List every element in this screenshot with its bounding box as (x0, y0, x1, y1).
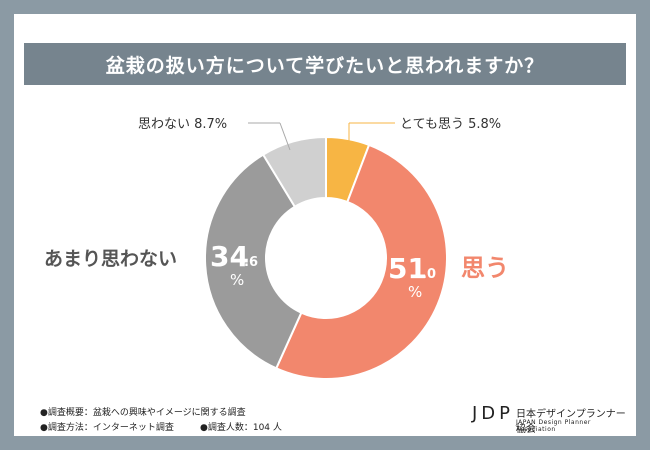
value-omou-int: 51 (388, 252, 427, 285)
slice-omou (274, 143, 448, 380)
logo-subtitle: JAPAN Design Planner Association (516, 419, 591, 433)
value-amari-int: 34 (210, 240, 249, 273)
label-omou: 思う (461, 254, 509, 282)
leader-line-omowanai (279, 122, 291, 151)
slice-omowanai (261, 135, 327, 209)
footer-survey-count: ●調査人数：104 人 (200, 423, 282, 433)
footer-survey-overview: ●調査概要：盆栽への興味やイメージに関する調査 (40, 408, 246, 418)
chart-title: 盆栽の扱い方について学びたいと思われますか？ (24, 43, 626, 85)
logo-mark: JDP (472, 403, 515, 424)
value-omou-pct: % (408, 283, 422, 301)
slice-amari-omowanai (204, 153, 303, 370)
label-omowanai: 思わない 8.7% (138, 117, 227, 132)
footer-survey-method: ●調査方法：インターネット調査 (40, 423, 174, 433)
value-amari-dec: .6 (244, 255, 258, 270)
logo-name: 日本デザインプランナー協会 (516, 409, 626, 435)
value-omou-dec: .0 (422, 267, 436, 282)
label-amari: あまり思わない (44, 248, 177, 270)
value-amari-pct: % (230, 271, 244, 289)
jdp-logo: JDP 日本デザインプランナー協会 JAPAN Design Planner A… (472, 403, 632, 435)
label-totemo: とても思う 5.8% (400, 117, 501, 132)
